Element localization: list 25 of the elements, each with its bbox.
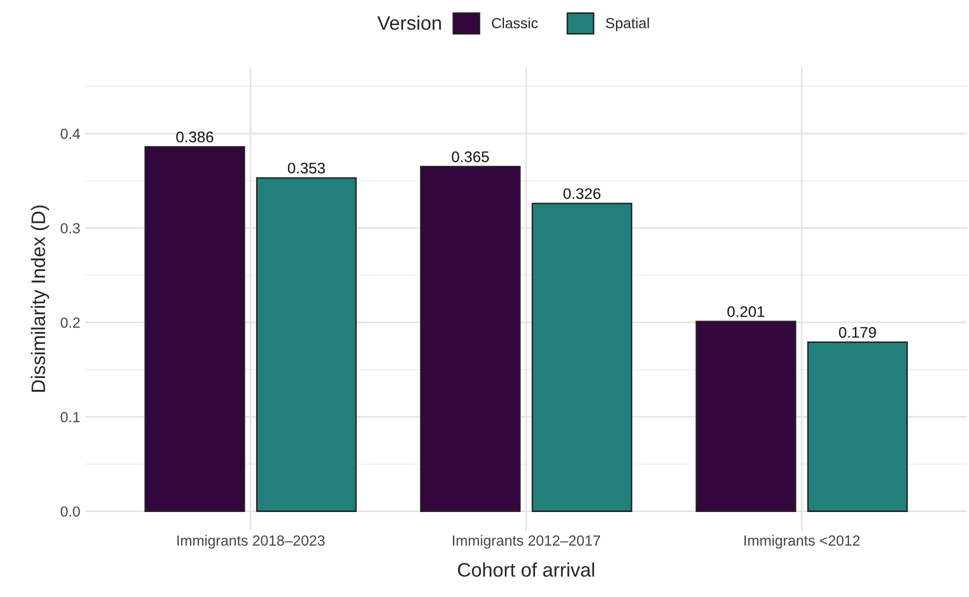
legend-title: Version (377, 16, 441, 30)
data-label: 0.365 (452, 151, 489, 162)
bar (144, 146, 246, 512)
data-label: 0.326 (563, 188, 600, 200)
y-tick-label: 0.4 (60, 128, 80, 139)
legend-label: Classic (492, 18, 538, 28)
data-label: 0.179 (839, 327, 876, 338)
data-label: 0.201 (727, 306, 764, 318)
y-tick-label: 0.0 (60, 506, 80, 517)
x-tick-label: Immigrants 2018–2023 (177, 534, 325, 549)
x-tick-label: Immigrants <2012 (744, 534, 860, 549)
bar (256, 177, 357, 512)
data-label: 0.353 (288, 162, 325, 174)
bar (532, 202, 632, 512)
legend-label: Spatial (606, 18, 649, 32)
y-tick-label: 0.1 (60, 412, 80, 422)
x-tick-label: Immigrants 2012–2017 (452, 534, 600, 549)
bar (696, 320, 796, 512)
y-tick-label: 0.3 (60, 223, 80, 234)
x-axis-title: Cohort of arrival (458, 562, 594, 577)
y-tick-label: 0.2 (60, 318, 80, 328)
data-label: 0.386 (176, 132, 214, 142)
y-axis-title: Dissimilarity Index (D) (30, 205, 50, 392)
bar (420, 166, 521, 512)
bar (807, 342, 908, 512)
